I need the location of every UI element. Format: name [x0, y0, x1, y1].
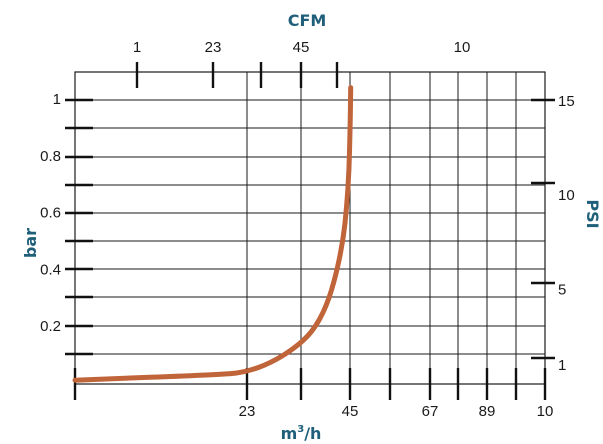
left-tick-label: 0.4	[40, 261, 61, 278]
series-line	[72, 85, 354, 383]
left-tick-label: 0.8	[40, 148, 61, 165]
bottom-axis-title-sup: 3	[297, 424, 304, 435]
top-axis-title: CFM	[288, 11, 327, 30]
plot-border	[74, 71, 546, 385]
bottom-tick-label: 45	[342, 403, 359, 420]
bottom-tick-label: 23	[239, 403, 256, 420]
right-tick-label: 5	[558, 281, 566, 298]
bottom-axis-title: m3/h	[281, 424, 322, 443]
top-tick-label: 45	[293, 39, 310, 56]
top-tick-label: 23	[205, 39, 222, 56]
top-tick-label: 1	[133, 39, 141, 56]
left-axis-title: bar	[21, 228, 40, 258]
bottom-axis-title-tail: /h	[304, 424, 321, 443]
series-layer	[72, 85, 354, 383]
right-tick-label: 1	[558, 357, 566, 374]
left-tick-label: 0.2	[40, 318, 61, 335]
bottom-tick-label: 10	[537, 403, 554, 420]
bottom-axis-title-base: m	[281, 424, 298, 443]
left-tick-label: 1	[53, 91, 61, 108]
axis-ticks: 23 45 67 89 10 1 23 45 10 1 0.8 0.6 0.4 0.2 15 10 5 1	[40, 39, 575, 420]
grid	[75, 72, 545, 384]
right-tick-label: 10	[558, 187, 575, 204]
bottom-tick-label: 89	[479, 403, 496, 420]
top-tick-label: 10	[454, 39, 471, 56]
right-axis-title: PSI	[583, 199, 602, 228]
left-tick-label: 0.6	[40, 205, 61, 222]
plot-frame	[74, 71, 546, 385]
bottom-tick-label: 67	[422, 403, 439, 420]
right-tick-label: 15	[558, 93, 575, 110]
